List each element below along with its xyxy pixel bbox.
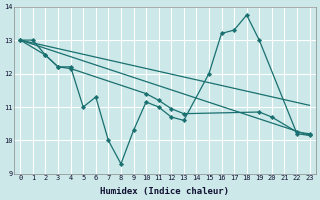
X-axis label: Humidex (Indice chaleur): Humidex (Indice chaleur) [100, 187, 229, 196]
